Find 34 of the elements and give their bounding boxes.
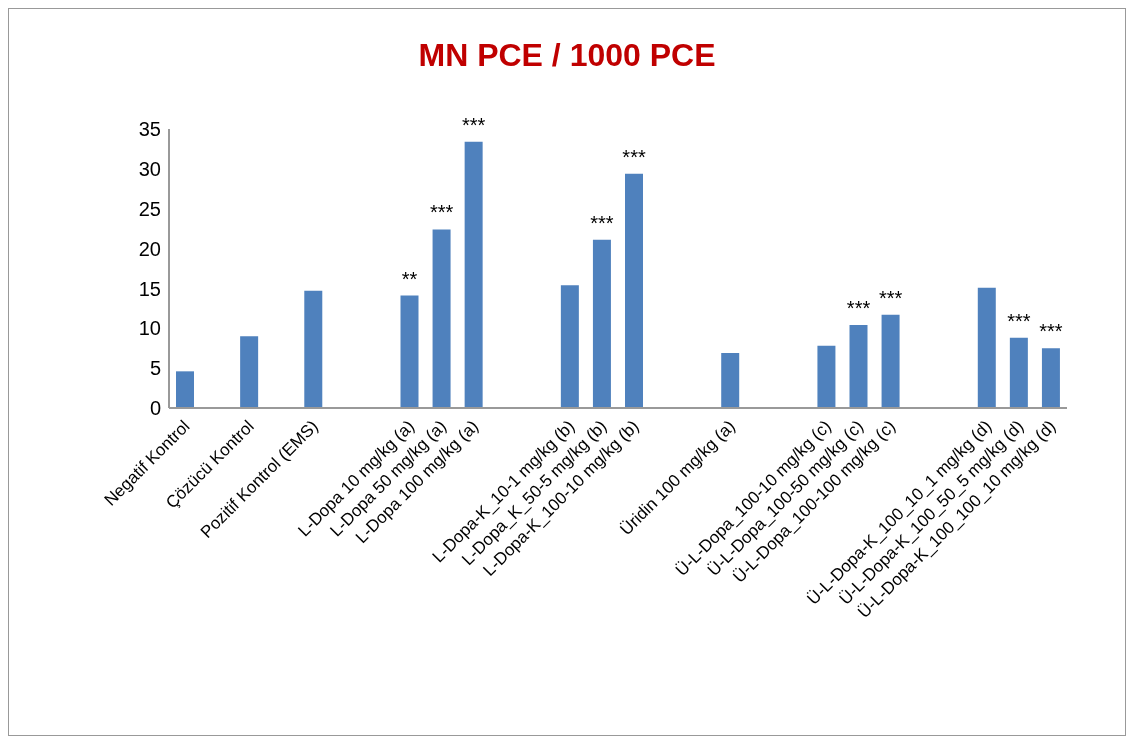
annotation: *** bbox=[590, 211, 614, 234]
annotation: *** bbox=[846, 297, 871, 320]
bar bbox=[977, 287, 996, 408]
bar bbox=[1009, 337, 1028, 408]
annotation: *** bbox=[462, 113, 486, 136]
bar bbox=[592, 239, 611, 408]
y-tick-label: 30 bbox=[138, 157, 161, 180]
annotation: *** bbox=[878, 286, 903, 309]
bar bbox=[176, 371, 194, 408]
bar bbox=[721, 353, 740, 408]
chart-title: MN PCE / 1000 PCE bbox=[417, 37, 717, 74]
bar bbox=[625, 173, 643, 408]
bar bbox=[400, 295, 419, 408]
y-tick-label: 5 bbox=[149, 357, 161, 380]
y-tick-label: 20 bbox=[138, 237, 161, 260]
annotation: *** bbox=[1039, 320, 1063, 343]
annotation: ** bbox=[401, 267, 418, 290]
bar bbox=[817, 345, 836, 408]
bar bbox=[464, 141, 483, 408]
y-tick-label: 35 bbox=[138, 118, 161, 141]
bar bbox=[240, 336, 259, 408]
annotation: *** bbox=[1007, 309, 1031, 332]
y-tick-label: 25 bbox=[138, 197, 161, 220]
bar bbox=[304, 290, 323, 408]
bar bbox=[881, 314, 900, 408]
annotation: *** bbox=[622, 145, 646, 168]
bar bbox=[849, 325, 868, 408]
bar bbox=[560, 285, 579, 408]
bar bbox=[1041, 348, 1060, 408]
bar bbox=[432, 229, 451, 408]
y-tick-label: 10 bbox=[138, 317, 161, 340]
y-tick-label: 15 bbox=[138, 277, 161, 300]
annotation: *** bbox=[429, 201, 454, 224]
y-tick-label: 0 bbox=[149, 397, 161, 420]
